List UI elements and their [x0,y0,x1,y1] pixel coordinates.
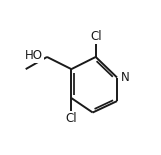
Text: N: N [121,71,130,84]
Text: HO: HO [24,49,43,62]
Text: Cl: Cl [90,30,102,43]
Text: Cl: Cl [66,112,77,125]
